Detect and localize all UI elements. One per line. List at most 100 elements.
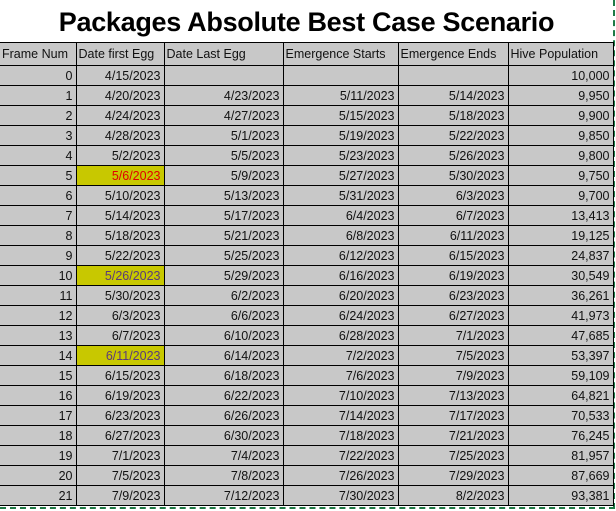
cell-date-first-egg[interactable]: 5/10/2023 xyxy=(75,185,165,206)
cell-emergence-ends[interactable]: 8/2/2023 xyxy=(397,485,509,506)
cell-date-last-egg[interactable]: 6/10/2023 xyxy=(163,325,284,346)
cell-emergence-starts[interactable]: 5/31/2023 xyxy=(282,185,399,206)
cell-date-last-egg[interactable]: 4/23/2023 xyxy=(163,85,284,106)
cell-date-first-egg[interactable]: 6/23/2023 xyxy=(75,405,165,426)
cell-emergence-ends[interactable]: 6/19/2023 xyxy=(397,265,509,286)
cell-hive-population[interactable]: 19,125 xyxy=(507,225,614,246)
cell-date-first-egg[interactable]: 4/20/2023 xyxy=(75,85,165,106)
cell-emergence-starts[interactable]: 6/8/2023 xyxy=(282,225,399,246)
cell-emergence-ends[interactable]: 5/26/2023 xyxy=(397,145,509,166)
cell-date-last-egg[interactable]: 5/21/2023 xyxy=(163,225,284,246)
cell-date-last-egg[interactable]: 5/1/2023 xyxy=(163,125,284,146)
cell-emergence-starts[interactable]: 7/14/2023 xyxy=(282,405,399,426)
cell-hive-population[interactable]: 87,669 xyxy=(507,465,614,486)
cell-date-last-egg[interactable]: 6/18/2023 xyxy=(163,365,284,386)
cell-emergence-ends[interactable]: 5/22/2023 xyxy=(397,125,509,146)
cell-date-first-egg[interactable]: 5/30/2023 xyxy=(75,285,165,306)
cell-hive-population[interactable]: 47,685 xyxy=(507,325,614,346)
cell-date-first-egg[interactable]: 6/11/2023 xyxy=(75,345,165,366)
cell-date-first-egg[interactable]: 5/26/2023 xyxy=(75,265,165,286)
cell-date-last-egg[interactable]: 7/8/2023 xyxy=(163,465,284,486)
cell-frame-num[interactable]: 9 xyxy=(0,245,77,266)
cell-emergence-starts[interactable]: 6/20/2023 xyxy=(282,285,399,306)
cell-frame-num[interactable]: 14 xyxy=(0,345,77,366)
cell-emergence-starts[interactable]: 7/2/2023 xyxy=(282,345,399,366)
cell-hive-population[interactable]: 64,821 xyxy=(507,385,614,406)
cell-date-last-egg[interactable]: 5/17/2023 xyxy=(163,205,284,226)
cell-emergence-starts[interactable]: 7/26/2023 xyxy=(282,465,399,486)
cell-hive-population[interactable]: 81,957 xyxy=(507,445,614,466)
cell-emergence-ends[interactable]: 7/5/2023 xyxy=(397,345,509,366)
cell-frame-num[interactable]: 17 xyxy=(0,405,77,426)
cell-emergence-starts[interactable]: 7/22/2023 xyxy=(282,445,399,466)
cell-emergence-starts[interactable]: 6/16/2023 xyxy=(282,265,399,286)
cell-emergence-starts[interactable]: 5/15/2023 xyxy=(282,105,399,126)
cell-frame-num[interactable]: 7 xyxy=(0,205,77,226)
header-emergence-ends[interactable]: Emergence Ends xyxy=(397,42,509,66)
cell-date-first-egg[interactable]: 6/7/2023 xyxy=(75,325,165,346)
cell-frame-num[interactable]: 1 xyxy=(0,85,77,106)
cell-emergence-ends[interactable]: 6/15/2023 xyxy=(397,245,509,266)
cell-emergence-ends[interactable] xyxy=(397,65,509,86)
cell-date-last-egg[interactable]: 6/22/2023 xyxy=(163,385,284,406)
cell-date-last-egg[interactable]: 5/9/2023 xyxy=(163,165,284,186)
cell-emergence-ends[interactable]: 7/21/2023 xyxy=(397,425,509,446)
cell-emergence-starts[interactable]: 5/23/2023 xyxy=(282,145,399,166)
cell-hive-population[interactable]: 9,800 xyxy=(507,145,614,166)
cell-emergence-ends[interactable]: 6/7/2023 xyxy=(397,205,509,226)
cell-hive-population[interactable]: 93,381 xyxy=(507,485,614,506)
cell-frame-num[interactable]: 11 xyxy=(0,285,77,306)
cell-date-first-egg[interactable]: 6/19/2023 xyxy=(75,385,165,406)
cell-date-first-egg[interactable]: 5/2/2023 xyxy=(75,145,165,166)
cell-emergence-ends[interactable]: 7/13/2023 xyxy=(397,385,509,406)
cell-hive-population[interactable]: 9,750 xyxy=(507,165,614,186)
cell-date-first-egg[interactable]: 7/1/2023 xyxy=(75,445,165,466)
cell-date-last-egg[interactable]: 5/5/2023 xyxy=(163,145,284,166)
cell-date-last-egg[interactable]: 7/12/2023 xyxy=(163,485,284,506)
cell-emergence-ends[interactable]: 7/1/2023 xyxy=(397,325,509,346)
cell-emergence-starts[interactable]: 7/6/2023 xyxy=(282,365,399,386)
cell-emergence-ends[interactable]: 7/9/2023 xyxy=(397,365,509,386)
cell-frame-num[interactable]: 19 xyxy=(0,445,77,466)
cell-emergence-ends[interactable]: 7/29/2023 xyxy=(397,465,509,486)
header-date-first-egg[interactable]: Date first Egg xyxy=(75,42,165,66)
cell-emergence-starts[interactable]: 7/30/2023 xyxy=(282,485,399,506)
cell-emergence-ends[interactable]: 6/11/2023 xyxy=(397,225,509,246)
cell-date-last-egg[interactable]: 6/14/2023 xyxy=(163,345,284,366)
cell-date-last-egg[interactable]: 6/2/2023 xyxy=(163,285,284,306)
cell-frame-num[interactable]: 6 xyxy=(0,185,77,206)
cell-emergence-starts[interactable]: 6/28/2023 xyxy=(282,325,399,346)
cell-frame-num[interactable]: 12 xyxy=(0,305,77,326)
cell-date-first-egg[interactable]: 4/24/2023 xyxy=(75,105,165,126)
header-hive-population[interactable]: Hive Population xyxy=(507,42,614,66)
cell-frame-num[interactable]: 3 xyxy=(0,125,77,146)
cell-date-last-egg[interactable] xyxy=(163,65,284,86)
cell-date-last-egg[interactable]: 6/26/2023 xyxy=(163,405,284,426)
cell-emergence-ends[interactable]: 5/30/2023 xyxy=(397,165,509,186)
header-emergence-starts[interactable]: Emergence Starts xyxy=(282,42,399,66)
cell-hive-population[interactable]: 9,950 xyxy=(507,85,614,106)
cell-date-first-egg[interactable]: 7/5/2023 xyxy=(75,465,165,486)
cell-frame-num[interactable]: 4 xyxy=(0,145,77,166)
cell-hive-population[interactable]: 24,837 xyxy=(507,245,614,266)
cell-frame-num[interactable]: 10 xyxy=(0,265,77,286)
header-frame-num[interactable]: Frame Num xyxy=(0,42,77,66)
cell-hive-population[interactable]: 36,261 xyxy=(507,285,614,306)
cell-date-first-egg[interactable]: 4/28/2023 xyxy=(75,125,165,146)
cell-frame-num[interactable]: 0 xyxy=(0,65,77,86)
cell-emergence-starts[interactable] xyxy=(282,65,399,86)
sheet-title[interactable]: Packages Absolute Best Case Scenario xyxy=(0,0,613,42)
cell-emergence-ends[interactable]: 5/18/2023 xyxy=(397,105,509,126)
cell-emergence-starts[interactable]: 6/12/2023 xyxy=(282,245,399,266)
cell-date-last-egg[interactable]: 5/25/2023 xyxy=(163,245,284,266)
cell-emergence-starts[interactable]: 5/27/2023 xyxy=(282,165,399,186)
cell-hive-population[interactable]: 70,533 xyxy=(507,405,614,426)
cell-date-first-egg[interactable]: 5/6/2023 xyxy=(75,165,165,186)
cell-emergence-ends[interactable]: 6/3/2023 xyxy=(397,185,509,206)
header-date-last-egg[interactable]: Date Last Egg xyxy=(163,42,284,66)
cell-date-first-egg[interactable]: 5/14/2023 xyxy=(75,205,165,226)
cell-hive-population[interactable]: 59,109 xyxy=(507,365,614,386)
cell-frame-num[interactable]: 21 xyxy=(0,485,77,506)
cell-emergence-ends[interactable]: 6/23/2023 xyxy=(397,285,509,306)
cell-emergence-starts[interactable]: 7/18/2023 xyxy=(282,425,399,446)
